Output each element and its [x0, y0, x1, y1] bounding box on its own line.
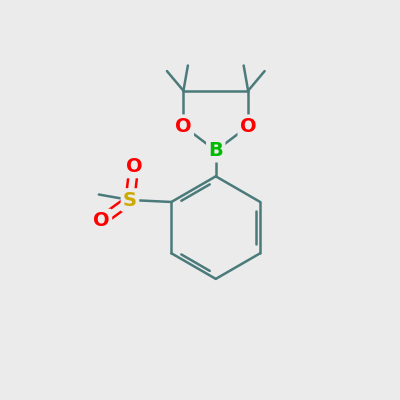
- Text: O: O: [126, 157, 142, 176]
- Text: O: O: [175, 117, 192, 136]
- Text: B: B: [208, 141, 223, 160]
- Text: O: O: [240, 117, 256, 136]
- Text: S: S: [123, 190, 137, 210]
- Text: O: O: [93, 211, 110, 230]
